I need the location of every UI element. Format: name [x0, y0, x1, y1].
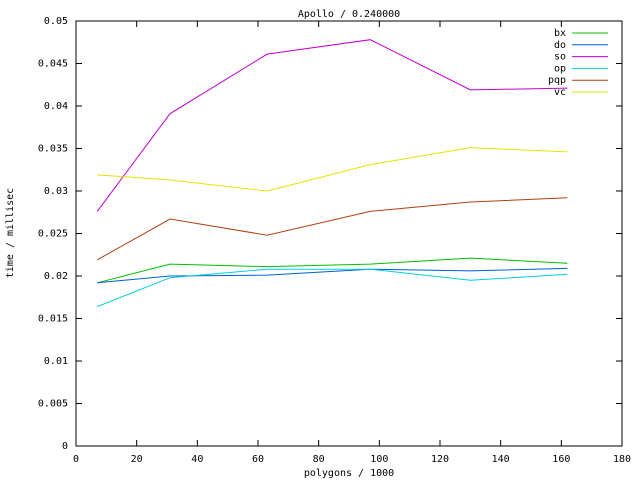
- y-tick-label: 0.015: [38, 314, 68, 325]
- series-line: [97, 147, 568, 192]
- y-tick-label: 0.045: [38, 59, 68, 70]
- series-line: [97, 267, 568, 284]
- series-line: [96, 39, 568, 212]
- x-tick-label: 140: [492, 454, 510, 465]
- series-line: [96, 197, 568, 261]
- y-tick-label: 0.035: [38, 144, 68, 155]
- x-tick-label: 20: [131, 454, 143, 465]
- legend-label: do: [554, 40, 566, 51]
- legend-label: pqp: [548, 75, 566, 86]
- legend-label: vc: [554, 87, 566, 98]
- y-tick-label: 0.02: [44, 271, 68, 282]
- y-axis-label: time / millisec: [5, 188, 16, 278]
- plot-frame: [75, 20, 623, 447]
- y-tick-label: 0.05: [44, 16, 68, 27]
- legend-label: so: [554, 52, 566, 63]
- chart-title: Apollo / 0.240000: [298, 9, 400, 20]
- y-tick-label: 0.04: [44, 101, 68, 112]
- y-tick-label: 0: [62, 441, 68, 452]
- y-tick-label: 0.005: [38, 399, 68, 410]
- x-tick-label: 40: [191, 454, 203, 465]
- x-tick-label: 60: [252, 454, 264, 465]
- legend-label: bx: [554, 28, 566, 39]
- x-tick-label: 0: [73, 454, 79, 465]
- legend-label: op: [554, 63, 566, 74]
- series-line: [97, 268, 568, 308]
- y-tick-label: 0.01: [44, 356, 68, 367]
- y-tick-label: 0.025: [38, 229, 68, 240]
- x-tick-label: 100: [370, 454, 388, 465]
- x-tick-label: 180: [613, 454, 631, 465]
- x-tick-label: 160: [552, 454, 570, 465]
- y-tick-label: 0.03: [44, 186, 68, 197]
- x-tick-label: 120: [431, 454, 449, 465]
- x-axis-label: polygons / 1000: [304, 468, 394, 479]
- series-line: [97, 257, 568, 284]
- x-tick-label: 80: [313, 454, 325, 465]
